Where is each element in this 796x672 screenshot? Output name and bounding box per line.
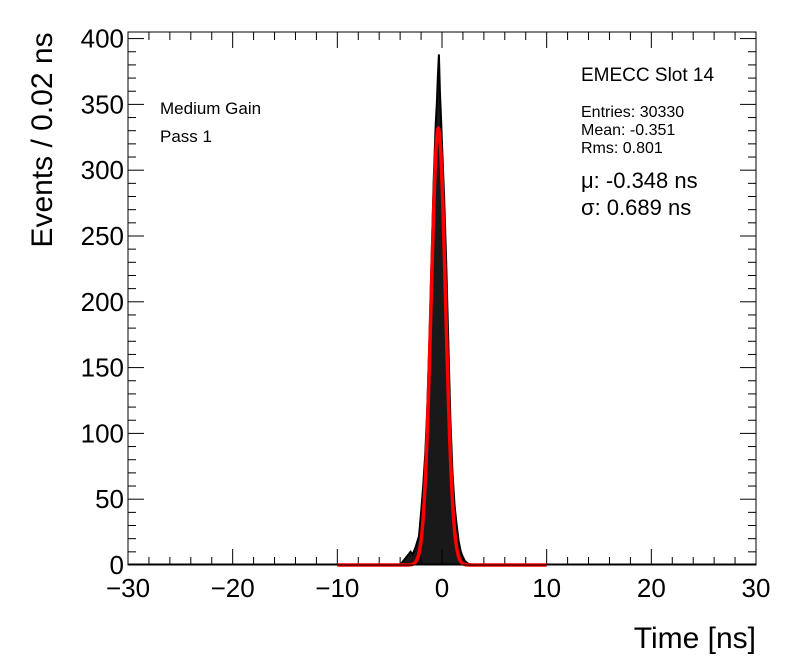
histogram-series [399,54,474,566]
rms-stat: Rms: 0.801 [581,140,663,157]
y-tick-label: 150 [81,353,124,383]
entries-stat: Entries: 30330 [581,104,684,121]
x-tick-label: −30 [106,573,150,603]
axis-ticks [127,32,757,566]
mean-stat: Mean: -0.351 [581,122,675,139]
y-tick-label: 350 [81,89,124,119]
x-tick-label: 0 [435,573,449,603]
y-tick-label: 300 [81,155,124,185]
y-tick-label: 0 [110,550,124,580]
plot-frame [127,31,757,566]
x-tick-label: 30 [742,573,771,603]
sigma-fit-label: σ: 0.689 ns [581,195,691,220]
x-axis-label: Time [ns] [634,622,756,655]
y-tick-label: 100 [81,418,124,448]
y-tick-label: 250 [81,221,124,251]
x-tick-label: 20 [637,573,666,603]
y-tick-label: 400 [81,24,124,54]
slot-label: EMECC Slot 14 [581,65,714,86]
y-axis-label: Events / 0.02 ns [26,32,59,247]
x-tick-label: 10 [532,573,561,603]
x-tick-label: −20 [211,573,255,603]
y-tick-label: 50 [95,484,124,514]
y-tick-label: 200 [81,287,124,317]
pass-label: Pass 1 [160,127,212,146]
mu-fit-label: μ: -0.348 ns [581,168,698,193]
x-tick-label: −10 [315,573,359,603]
gain-label: Medium Gain [160,99,261,118]
